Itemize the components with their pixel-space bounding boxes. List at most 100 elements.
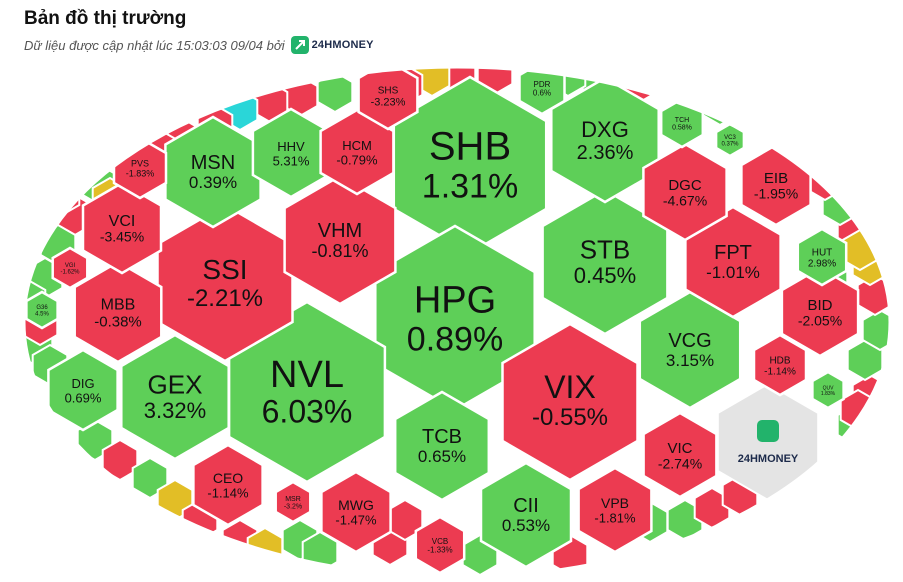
stock-change: -0.55% <box>532 404 608 431</box>
stock-tile-shape <box>393 390 491 502</box>
stock-tile-shape <box>192 443 264 527</box>
stock-tile-mbb[interactable]: MBB-0.38% <box>73 260 163 364</box>
stock-ticker: SHB <box>429 124 511 168</box>
brand-logo[interactable]: 24HMONEY <box>290 36 374 54</box>
stock-ticker: G36 <box>36 305 48 311</box>
stock-tile-vix[interactable]: VIX-0.55% <box>501 322 639 482</box>
minor-stock-tile[interactable] <box>846 338 884 382</box>
stock-ticker: HUT <box>812 248 833 259</box>
stock-ticker: CEO <box>213 470 243 486</box>
stock-change: -1.14% <box>764 367 796 378</box>
center-logo-icon <box>757 420 779 442</box>
stock-ticker: TCH <box>675 117 689 124</box>
stock-change: -1.01% <box>706 263 760 282</box>
stock-change: 1.83% <box>821 391 836 397</box>
stock-ticker: HPG <box>414 280 496 322</box>
stock-change: -2.21% <box>187 285 263 312</box>
stock-change: -1.83% <box>126 169 155 179</box>
stock-ticker: TCB <box>422 426 462 448</box>
stock-tile-shape <box>51 246 89 290</box>
brand-name: 24HMONEY <box>311 39 374 51</box>
stock-tile-shape <box>120 333 230 461</box>
stock-ticker: MWG <box>338 497 374 513</box>
stock-tile-shs[interactable]: SHS-3.23% <box>357 61 419 131</box>
stock-ticker: FPT <box>714 242 752 264</box>
stock-tile-fpt[interactable]: FPT-1.01% <box>684 205 782 319</box>
stock-tile-vhm[interactable]: VHM-0.81% <box>283 174 397 306</box>
stock-ticker: VC3 <box>724 135 736 141</box>
stock-change: -0.79% <box>336 152 378 167</box>
stock-change: -0.81% <box>311 241 368 261</box>
minor-stock-tile[interactable] <box>131 456 169 500</box>
stock-change: 4.5% <box>35 312 49 318</box>
update-info: Dữ liệu được cập nhật lúc 15:03:03 09/04… <box>24 36 374 54</box>
stock-ticker: VCI <box>109 213 136 230</box>
stock-tile-shape <box>357 67 419 131</box>
stock-tile-ceo[interactable]: CEO-1.14% <box>192 443 264 527</box>
stock-change: -3.23% <box>371 96 406 108</box>
stock-tile-shape <box>73 260 163 364</box>
stock-ticker: DXG <box>581 117 629 142</box>
stock-tile-shape <box>501 322 639 482</box>
stock-tile-shape <box>320 470 392 554</box>
stock-ticker: MSN <box>191 152 235 174</box>
stock-change: 3.32% <box>144 398 206 423</box>
minor-stock-tile[interactable] <box>101 438 139 482</box>
center-logo-text: 24HMONEY <box>738 453 799 465</box>
stock-change: 0.89% <box>407 320 503 358</box>
stock-tile-hdb[interactable]: HDB-1.14% <box>752 333 808 397</box>
stock-change: -2.74% <box>658 455 702 471</box>
stock-change: -3.45% <box>100 228 144 244</box>
minor-stock-tile[interactable] <box>43 173 81 217</box>
stock-change: 0.39% <box>189 173 237 192</box>
minor-stock-tile[interactable] <box>861 308 898 352</box>
stock-ticker: GEX <box>148 369 203 399</box>
stock-ticker: SSI <box>202 254 247 285</box>
minor-stock-tile[interactable] <box>856 273 893 317</box>
stock-tile-dgc[interactable]: DGC-4.67% <box>642 142 728 242</box>
stock-ticker: SHS <box>378 85 399 96</box>
minor-stock-tile[interactable] <box>413 56 451 98</box>
stock-tile-shape <box>283 174 397 306</box>
stock-tile-vci[interactable]: VCI-3.45% <box>81 181 163 275</box>
stock-ticker: MSR <box>285 496 301 503</box>
stock-change: 0.53% <box>502 516 550 535</box>
stock-tile-bid[interactable]: BID-2.05% <box>780 266 860 358</box>
stock-change: -1.81% <box>594 510 636 525</box>
stock-ticker: VIX <box>544 369 596 405</box>
stock-change: 2.36% <box>577 142 634 164</box>
stock-tile-vgi[interactable]: VGI-1.62% <box>51 246 89 290</box>
minor-stock-tile[interactable] <box>806 158 844 202</box>
stock-tile-shape <box>414 515 466 575</box>
stock-tile-msr[interactable]: MSR-3.2% <box>274 480 312 524</box>
stock-tile-shape <box>47 348 119 432</box>
stock-tile-shape <box>780 266 860 358</box>
stock-ticker: STB <box>580 234 631 264</box>
stock-tile-shape <box>642 411 718 499</box>
stock-change: 1.31% <box>422 167 518 205</box>
stock-tile-mwg[interactable]: MWG-1.47% <box>320 470 392 554</box>
minor-stock-tile[interactable] <box>746 98 784 142</box>
stock-tile-vic[interactable]: VIC-2.74% <box>642 411 718 499</box>
stock-tile-vcb[interactable]: VCB-1.33% <box>414 515 466 575</box>
stock-tile-shape <box>479 461 573 569</box>
stock-ticker: HDB <box>769 356 790 367</box>
stock-tile-hcm[interactable]: HCM-0.79% <box>319 108 395 196</box>
stock-tile-vpb[interactable]: VPB-1.81% <box>577 466 653 554</box>
update-text: Dữ liệu được cập nhật lúc 15:03:03 09/04… <box>24 37 285 53</box>
stock-ticker: VCB <box>432 537 448 546</box>
